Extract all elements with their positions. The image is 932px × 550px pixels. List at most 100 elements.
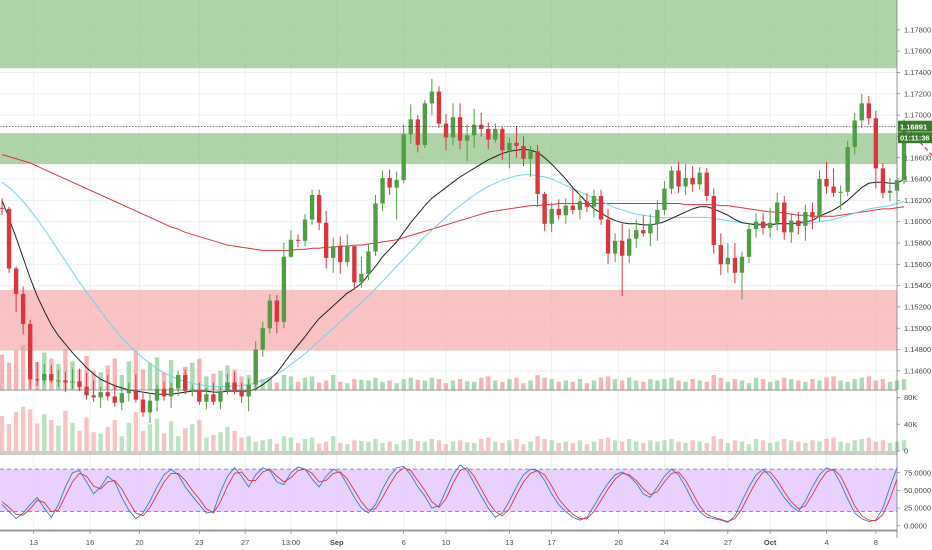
overlay-volume-bar [500,381,505,390]
candle-body [225,382,230,392]
volume-bar [514,438,519,451]
volume-bar [464,442,470,451]
countdown-label: 01:11:36 [900,134,930,143]
candle-body [133,390,139,400]
overlay-volume-bar [669,377,674,390]
overlay-volume-bar [852,379,857,390]
overlay-volume-bar [725,381,731,390]
volume-bar [6,424,12,451]
volume-bar [612,440,618,451]
time-tick-label: 13:00 [282,538,301,547]
candle-body [577,201,583,210]
time-tick-label: 27 [724,538,732,547]
volume-bar [408,438,413,451]
volume-bar [197,420,202,451]
volume-bar [0,416,5,451]
overlay-volume-bar [817,380,822,390]
candle-body [901,126,907,181]
volume-bar [239,437,244,451]
candle-body [281,256,287,322]
volume-bar [838,441,843,451]
volume-bar [775,441,780,451]
sma-mid-line [1,174,905,388]
candle-body [767,222,773,229]
time-tick-label: 20 [135,538,143,547]
candle-body [295,239,301,241]
volume-bar [295,442,301,451]
volume-bar [627,438,632,451]
stochastic-panel [0,464,898,523]
stochastic-tick-label: 0.0000 [904,521,927,530]
volume-bar [274,443,280,451]
overlay-volume-bar [605,376,611,390]
volume-bar [56,425,61,451]
volume-bar [669,438,674,451]
candle-body [190,390,195,392]
candle-body [161,388,167,397]
candle-body [570,205,576,210]
candle-body [77,381,82,387]
time-tick-label: 17 [548,538,556,547]
overlay-volume-bar [450,380,456,390]
volume-bar [218,432,223,451]
overlay-volume-bar [281,375,287,390]
overlay-volume-bar [775,380,780,390]
price-tick-label: 1.16400 [904,175,931,184]
overlay-volume-bar [859,377,864,390]
candle-body [838,191,843,193]
candle-body [401,134,406,181]
time-tick-label: Sep [330,538,344,547]
candle-body [556,208,561,216]
candle-body [697,172,702,185]
volume-bar [535,436,540,451]
candle-body [288,239,294,257]
volume-bar [457,440,463,451]
overlay-volume-bar [866,376,871,390]
overlay-volume-bar [746,383,752,390]
zone-resistance [0,0,897,69]
overlay-volume-bar [408,377,413,390]
candle-body [732,257,738,273]
overlay-volume-bar [422,380,428,390]
candle-body [796,220,801,226]
sma-fast-line [1,148,905,395]
volume-bar [655,441,660,451]
time-tick-label: 13 [30,538,38,547]
candle-body [760,221,766,229]
candle-body [634,230,639,239]
volume-bar [859,438,864,451]
volume-bar [591,441,597,451]
price-tick-label: 1.16000 [904,217,931,226]
volume-bar [450,441,456,451]
candle-body [204,394,209,402]
volume-bar [563,441,568,451]
price-tick-label: 1.17200 [904,89,931,98]
candle-body [641,230,646,234]
candle-body [387,177,392,188]
candle-body [197,390,202,402]
candle-body [91,395,96,398]
volume-bar [394,444,399,451]
candle-body [6,208,12,269]
candle-body [70,381,75,383]
volume-bar [119,436,124,451]
overlay-volume-bar [789,379,794,390]
volume-bar [338,442,343,451]
volume-bar [796,441,801,451]
volume-bar [42,414,47,451]
candle-body [35,379,40,381]
overlay-volume-bar [288,376,294,390]
candle-body [775,202,780,223]
candle-body [563,205,568,216]
volume-bar [232,430,237,451]
volume-bar [77,430,82,451]
overlay-volume-bar [824,377,829,390]
candle-body [486,128,491,140]
time-tick-label: Oct [764,538,777,547]
overlay-volume-bar [873,380,879,390]
stochastic-k-line [1,464,898,523]
volume-bar [725,442,731,451]
overlay-volume-bar [648,379,653,390]
